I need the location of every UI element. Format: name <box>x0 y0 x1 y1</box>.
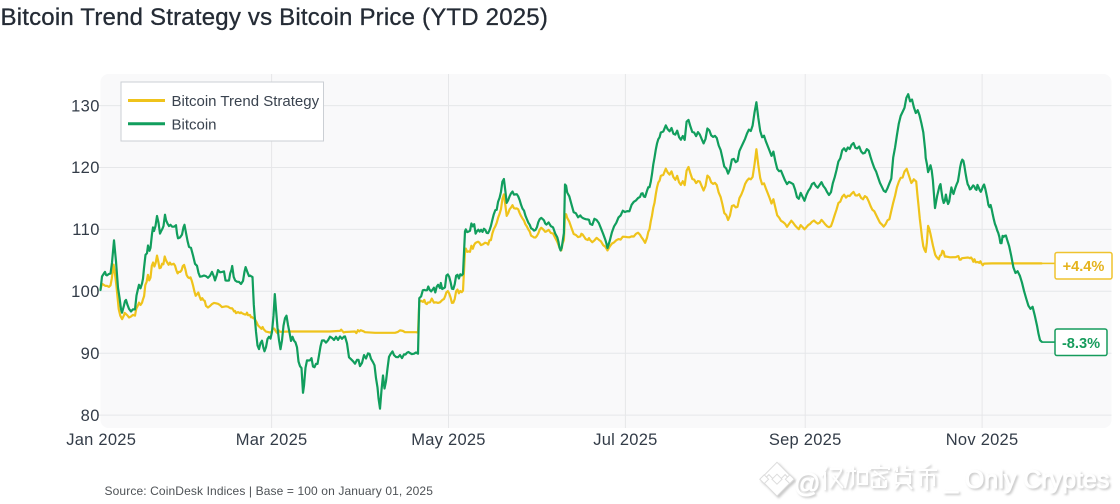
svg-text:-8.3%: -8.3% <box>1062 336 1100 352</box>
svg-text:Jul 2025: Jul 2025 <box>593 431 657 449</box>
svg-text:Bitcoin Trend Strategy vs Bitc: Bitcoin Trend Strategy vs Bitcoin Price … <box>1 4 549 31</box>
svg-text:Bitcoin: Bitcoin <box>172 116 217 133</box>
svg-text:110: 110 <box>72 221 100 239</box>
svg-text:100: 100 <box>71 283 100 301</box>
svg-text:90: 90 <box>81 345 100 363</box>
svg-text:Jan 2025: Jan 2025 <box>66 431 136 449</box>
svg-text:120: 120 <box>71 159 100 177</box>
svg-text:May 2025: May 2025 <box>411 431 485 449</box>
svg-text:130: 130 <box>71 97 100 115</box>
svg-text:Mar 2025: Mar 2025 <box>236 431 308 449</box>
svg-text:Nov 2025: Nov 2025 <box>946 431 1019 449</box>
svg-text:@: @ <box>794 468 820 498</box>
svg-text:@: @ <box>796 470 822 500</box>
svg-text:Source: CoinDesk Indices | Bas: Source: CoinDesk Indices | Base = 100 on… <box>105 484 434 498</box>
svg-text:_ Only Cryptes: _ Only Cryptes <box>945 468 1111 496</box>
svg-text:80: 80 <box>81 407 100 425</box>
svg-text:Sep 2025: Sep 2025 <box>769 431 842 449</box>
svg-text:Bitcoin Trend Strategy: Bitcoin Trend Strategy <box>172 93 320 110</box>
svg-text:_ Only Cryptes: _ Only Cryptes <box>943 466 1109 494</box>
svg-text:+4.4%: +4.4% <box>1063 259 1105 275</box>
